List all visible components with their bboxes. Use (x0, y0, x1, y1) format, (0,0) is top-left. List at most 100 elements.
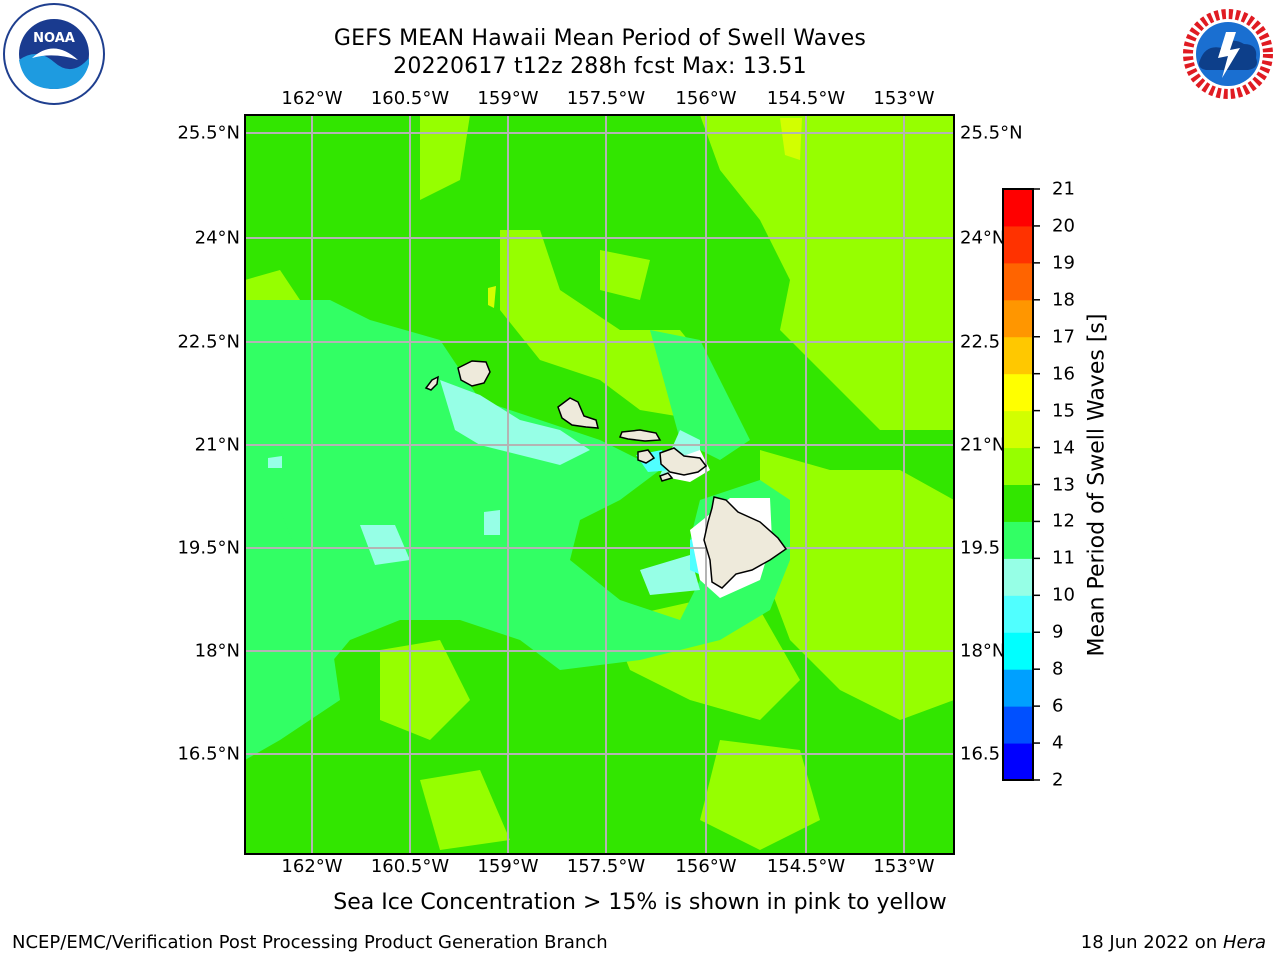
lat-label-left: 22.5°N (177, 331, 240, 353)
lat-label-right: 19.5 (960, 537, 1001, 559)
field-region-12-13s (400, 115, 954, 430)
field-region-10-11s (245, 300, 790, 720)
machine-name: Hera (1222, 932, 1266, 953)
colorbar-tick-label: 13 (1052, 474, 1075, 495)
field-region-12-13s (420, 770, 510, 850)
lon-label-top: 159°W (477, 88, 539, 109)
national-weather-service-logo (1178, 4, 1278, 104)
lat-label-left: 16.5°N (177, 743, 240, 765)
colorbar-segment (1003, 632, 1033, 670)
lat-label-right: 18°N (960, 640, 1006, 662)
colorbar-tick-label: 20 (1052, 215, 1075, 237)
lat-label-left: 19.5°N (177, 537, 240, 559)
lon-label-bottom: 162°W (281, 856, 343, 877)
field-region-9-10s (268, 456, 282, 468)
colorbar-segment (1003, 262, 1033, 301)
field-region-10-11s (245, 620, 340, 760)
colorbar-tick-label: 4 (1052, 732, 1064, 754)
lat-label-right: 21°N (960, 434, 1006, 456)
svg-text:NOAA: NOAA (33, 31, 75, 46)
colorbar-tick-label: 19 (1052, 252, 1075, 274)
colorbar-tick-label: 15 (1052, 400, 1075, 422)
field-region-13-14s (488, 286, 496, 308)
lat-label-right: 22.5 (960, 331, 1001, 353)
colorbar-segment (1003, 336, 1033, 375)
lat-label-left: 18°N (194, 640, 240, 662)
field-region-12-13s (420, 115, 470, 200)
colorbar-segment (1003, 373, 1033, 412)
lat-label-right: 16.5 (960, 743, 1001, 765)
field-region-9-10s (440, 380, 590, 465)
lon-label-bottom: 157.5°W (566, 856, 646, 877)
colorbar-segment (1003, 743, 1033, 781)
colorbar-segment (1003, 669, 1033, 707)
lon-label-top: 162°W (281, 88, 343, 109)
colorbar-tick-label: 8 (1052, 658, 1064, 680)
lon-label-bottom: 153°W (873, 856, 935, 877)
colorbar-tick-label: 17 (1052, 326, 1075, 348)
colorbar-tick-label: 2 (1052, 769, 1064, 791)
lon-label-top: 157.5°W (566, 88, 646, 109)
field-region-12-13s (700, 740, 820, 850)
colorbar-tick-label: 11 (1052, 547, 1075, 569)
lon-label-top: 160.5°W (370, 88, 450, 109)
field-region-12-13s (760, 450, 954, 720)
lon-label-bottom: 160.5°W (370, 856, 450, 877)
lon-label-bottom: 156°W (675, 856, 737, 877)
island-niihau (424, 375, 439, 391)
colorbar-tick-label: 6 (1052, 695, 1064, 717)
field-region-10-11s (650, 330, 750, 460)
colorbar-segment (1003, 447, 1033, 485)
lat-label-left: 21°N (194, 434, 240, 456)
island-kahoolawe (659, 472, 674, 482)
lon-label-top: 154.5°W (766, 88, 846, 109)
colorbar-segment (1003, 558, 1033, 596)
colorbar-segment (1003, 521, 1033, 559)
lat-label-right: 25.5°N (960, 122, 1023, 144)
run-date: 18 Jun 2022 on (1080, 932, 1223, 953)
island-kauai (457, 360, 491, 387)
colorbar-tick-label: 16 (1052, 363, 1075, 385)
lon-label-top: 153°W (873, 88, 935, 109)
producer-credit: NCEP/EMC/Verification Post Processing Pr… (12, 932, 608, 953)
chart-subtitle: 20220617 t12z 288h fcst Max: 13.51 (393, 54, 807, 79)
colorbar-tick-label: 21 (1052, 178, 1075, 200)
sea-ice-caption: Sea Ice Concentration > 15% is shown in … (333, 890, 947, 915)
island-hawaii (703, 496, 788, 589)
colorbar-label: Mean Period of Swell Waves [s] (1084, 313, 1110, 657)
lat-label-left: 24°N (194, 227, 240, 249)
colorbar-tick-label: 18 (1052, 289, 1075, 311)
colorbar-tick-label: 9 (1052, 621, 1064, 643)
colorbar-segment (1003, 484, 1033, 522)
lat-lon-gridlines (245, 115, 954, 854)
colorbar-segment (1003, 595, 1033, 633)
field-region-9-10s (640, 555, 700, 595)
noaa-logo: NOAA (3, 3, 105, 105)
field-region-9-10s (360, 525, 410, 565)
colorbar-tick-label: 14 (1052, 437, 1075, 459)
lat-label-right: 24°N (960, 227, 1006, 249)
lon-label-bottom: 154.5°W (766, 856, 846, 877)
colorbar-segment (1003, 299, 1033, 338)
colorbar-frame (1002, 188, 1034, 781)
island-molokai (618, 429, 662, 442)
island-maui (659, 447, 708, 476)
chart-title: GEFS MEAN Hawaii Mean Period of Swell Wa… (333, 26, 867, 51)
field-region-13-14s (780, 118, 802, 160)
lon-label-top: 156°W (675, 88, 737, 109)
colorbar-segment (1003, 706, 1033, 744)
field-region-12-13s (380, 640, 470, 740)
colorbar-segment (1003, 189, 1033, 227)
map-frame (244, 114, 955, 855)
colorbar-segment (1003, 225, 1033, 264)
colorbar-tick-label: 12 (1052, 510, 1075, 532)
lon-label-bottom: 159°W (477, 856, 539, 877)
field-region-12-13s (600, 250, 650, 300)
field-region-10-11s (245, 510, 300, 600)
colorbar-tick-label: 10 (1052, 584, 1075, 606)
field-region-9-10s (484, 510, 500, 535)
island-oahu (557, 397, 599, 429)
colorbar-segment (1003, 410, 1033, 449)
